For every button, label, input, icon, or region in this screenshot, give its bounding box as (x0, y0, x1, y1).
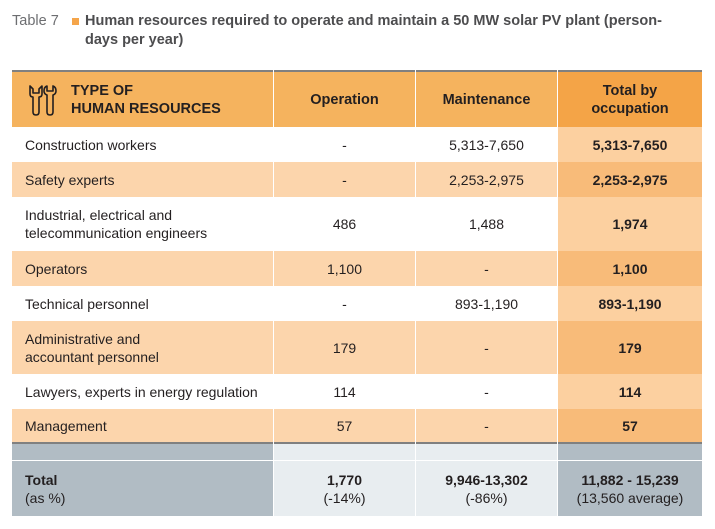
footer-maintenance-line1: 9,946-13,302 (445, 471, 528, 488)
footer-label-line1: Total (25, 471, 58, 488)
row-2-type-line2: telecommunication engineers (25, 225, 208, 241)
row-4-total: 893-1,190 (558, 286, 702, 321)
footer-total: 11,882 - 15,239 (13,560 average) (558, 461, 702, 516)
tools-icon (25, 83, 59, 117)
accent-square-icon (72, 18, 79, 25)
footer-maintenance: 9,946-13,302 (-86%) (416, 461, 557, 516)
table-number: Table 7 (12, 13, 59, 29)
footer-spacer (558, 444, 702, 460)
header-type-line2: HUMAN RESOURCES (71, 100, 221, 117)
footer-operation: 1,770 (-14%) (274, 461, 415, 516)
footer-total-line2: (13,560 average) (576, 489, 684, 506)
footer-spacer (416, 444, 557, 460)
row-2-type: Industrial, electrical and telecommunica… (12, 197, 273, 251)
row-1-total: 2,253-2,975 (558, 162, 702, 197)
header-total-line2: occupation (591, 100, 669, 117)
row-2-maintenance: 1,488 (416, 197, 557, 251)
footer-total-line1: 11,882 - 15,239 (581, 471, 679, 488)
row-1-type: Safety experts (12, 162, 273, 197)
row-7-maintenance: - (416, 409, 557, 442)
row-5-total: 179 (558, 321, 702, 374)
footer-label: Total (as %) (12, 461, 273, 516)
row-2-total: 1,974 (558, 197, 702, 251)
table-top-rule (12, 70, 702, 72)
footer-maintenance-line2: (-86%) (465, 489, 508, 506)
row-7-type: Management (12, 409, 273, 442)
column-divider (557, 70, 558, 516)
row-3-maintenance: - (416, 251, 557, 286)
row-3-type: Operators (12, 251, 273, 286)
header-total: Total by occupation (558, 72, 702, 127)
row-4-maintenance: 893-1,190 (416, 286, 557, 321)
row-4-type: Technical personnel (12, 286, 273, 321)
row-7-operation: 57 (274, 409, 415, 442)
row-5-maintenance: - (416, 321, 557, 374)
footer-spacer (12, 444, 273, 460)
footer-operation-line1: 1,770 (326, 471, 363, 488)
table-title: Human resources required to operate and … (85, 13, 662, 48)
row-5-type-line1: Administrative and (25, 330, 141, 347)
row-2-type-line1: Industrial, electrical and (25, 207, 173, 223)
row-3-operation: 1,100 (274, 251, 415, 286)
header-maintenance: Maintenance (416, 72, 557, 127)
row-0-maintenance: 5,313-7,650 (416, 127, 557, 162)
row-6-operation: 114 (274, 374, 415, 409)
row-4-operation: - (274, 286, 415, 321)
row-5-type: Administrative and accountant personnel (12, 321, 273, 374)
row-divider (12, 460, 702, 461)
row-6-total: 114 (558, 374, 702, 409)
row-6-maintenance: - (416, 374, 557, 409)
header-total-line1: Total by (602, 82, 658, 99)
row-5-type-line2: accountant personnel (25, 348, 159, 365)
human-resources-table: TYPE OF HUMAN RESOURCES Operation Mainte… (12, 70, 702, 516)
row-2-operation: 486 (274, 197, 415, 251)
column-divider (273, 70, 274, 516)
row-0-type: Construction workers (12, 127, 273, 162)
row-6-type: Lawyers, experts in energy regulation (12, 374, 273, 409)
header-type-line1: TYPE OF (71, 82, 134, 99)
header-operation: Operation (274, 72, 415, 127)
row-1-operation: - (274, 162, 415, 197)
row-0-total: 5,313-7,650 (558, 127, 702, 162)
footer-divider (12, 442, 702, 444)
row-1-maintenance: 2,253-2,975 (416, 162, 557, 197)
row-3-total: 1,100 (558, 251, 702, 286)
footer-label-line2: (as %) (25, 489, 66, 506)
footer-spacer (274, 444, 415, 460)
footer-operation-line2: (-14%) (323, 489, 366, 506)
row-5-operation: 179 (274, 321, 415, 374)
row-7-total: 57 (558, 409, 702, 442)
column-divider (415, 70, 416, 516)
row-0-operation: - (274, 127, 415, 162)
header-type: TYPE OF HUMAN RESOURCES (12, 72, 273, 127)
